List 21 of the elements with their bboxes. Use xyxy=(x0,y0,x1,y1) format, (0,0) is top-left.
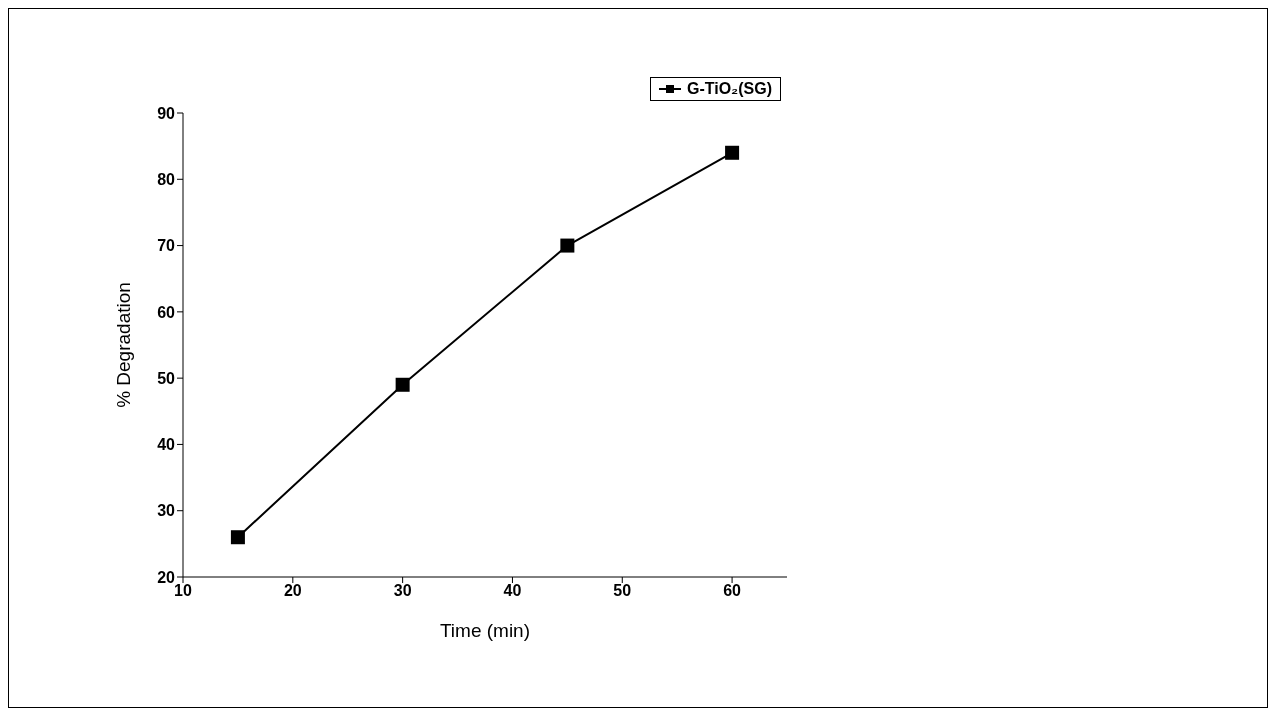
y-tick-label: 20 xyxy=(157,568,176,586)
x-tick-label: 20 xyxy=(283,582,302,600)
x-tick-label: 30 xyxy=(393,582,412,600)
y-tick-label: 30 xyxy=(157,502,176,520)
x-tick-label: 10 xyxy=(174,582,192,600)
x-tick-label: 60 xyxy=(723,582,742,600)
y-axis-title: % Degradation xyxy=(112,282,134,408)
point xyxy=(230,530,245,545)
y-tick-label: 70 xyxy=(157,237,176,255)
x-tick-label: 40 xyxy=(503,582,522,600)
point xyxy=(725,145,740,160)
legend-label: G-TiO₂(SG) xyxy=(686,80,772,98)
point xyxy=(395,377,410,392)
y-tick-label: 90 xyxy=(157,104,176,122)
x-axis-title: Time (min) xyxy=(439,620,531,641)
y-tick-label: 40 xyxy=(157,436,176,454)
x-tick-label: 50 xyxy=(613,582,632,600)
y-tick-label: 60 xyxy=(157,303,176,321)
point xyxy=(560,238,575,253)
y-tick-label: 50 xyxy=(157,369,176,387)
y-tick-label: 80 xyxy=(157,170,176,188)
